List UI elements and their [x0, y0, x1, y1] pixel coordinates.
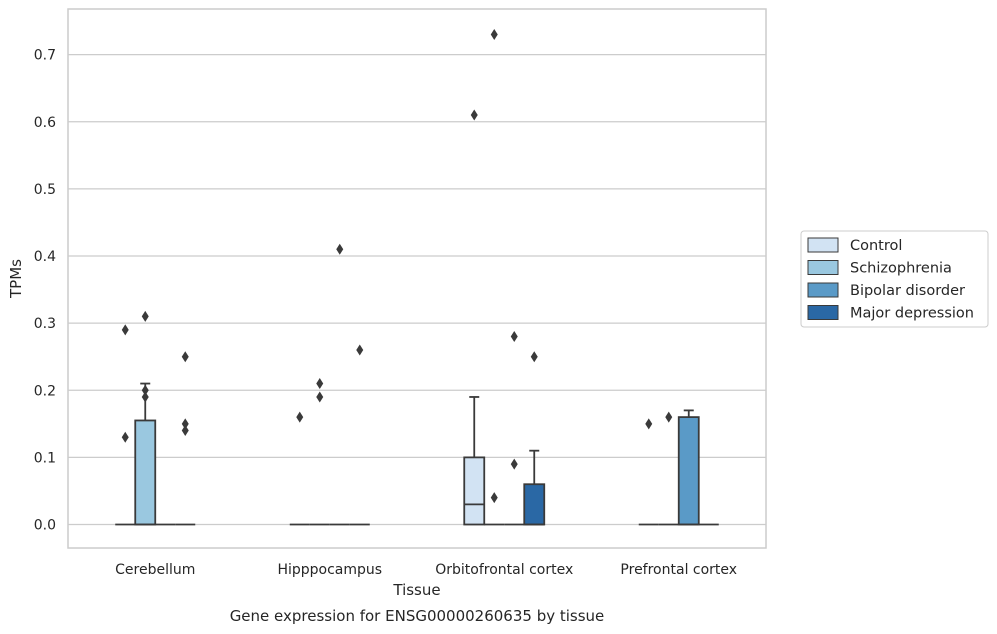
legend-label: Control: [850, 238, 902, 254]
outlier-point: [141, 310, 149, 322]
legend-label: Bipolar disorder: [850, 283, 965, 299]
y-tick-label: 0.7: [34, 48, 56, 64]
outlier-point: [141, 384, 149, 396]
outlier-point: [470, 109, 478, 121]
x-tick-label: Cerebellum: [115, 562, 195, 578]
outlier-point: [490, 492, 498, 504]
outlier-point: [530, 351, 538, 363]
box-bipolar-disorder: [677, 409, 700, 526]
outlier-point: [490, 29, 498, 41]
y-tick-label: 0.5: [34, 182, 56, 198]
outlier-point: [296, 411, 304, 423]
x-tick-label: Prefrontal cortex: [620, 562, 737, 578]
outlier-point: [316, 378, 324, 390]
outlier-point: [645, 418, 653, 430]
legend-swatch: [807, 260, 839, 275]
box-body: [677, 416, 700, 526]
gridlines: [68, 54, 766, 526]
box-schizophrenia: [134, 382, 157, 526]
legend-label: Schizophrenia: [850, 261, 952, 277]
plot-frame: [67, 8, 767, 549]
box-control: [463, 396, 486, 526]
x-tick-labels: Cerebellum Hipppocampus Orbitofrontal cort…: [115, 562, 737, 578]
outlier-point: [121, 324, 129, 336]
legend: Control Schizophrenia Bipolar disorder Majo…: [800, 230, 989, 328]
legend-frame: [800, 230, 989, 328]
outlier-point: [121, 431, 129, 443]
outlier-point: [510, 331, 518, 343]
outlier-point: [181, 418, 189, 430]
outlier-point: [665, 411, 673, 423]
y-tick-label: 0.0: [34, 518, 56, 534]
y-tick-label: 0.6: [34, 115, 56, 131]
legend-label: Major depression: [850, 306, 974, 322]
legend-swatch: [807, 282, 839, 298]
x-tick-label: Hipppocampus: [277, 562, 382, 578]
boxplots: [115, 382, 719, 526]
box-body: [134, 419, 157, 526]
y-tick-label: 0.2: [34, 383, 56, 399]
outlier-point: [141, 391, 149, 403]
x-axis-label: Tissue: [392, 581, 440, 599]
chart-caption: Gene expression for ENSG00000260635 by t…: [230, 607, 605, 625]
outlier-point: [336, 243, 344, 255]
box-body: [523, 483, 546, 526]
x-tick-label: Orbitofrontal cortex: [435, 562, 573, 578]
y-tick-label: 0.4: [34, 249, 56, 265]
legend-swatch: [807, 237, 839, 253]
outlier-point: [181, 425, 189, 437]
outlier-point: [510, 458, 518, 470]
legend-swatch: [807, 305, 839, 320]
y-axis-label: TPMs: [7, 259, 25, 299]
y-tick-label: 0.3: [34, 316, 56, 332]
outliers: [121, 29, 673, 504]
box-major-depression: [523, 449, 546, 526]
box-body: [463, 456, 486, 526]
y-tick-label: 0.1: [34, 450, 56, 466]
outlier-point: [356, 344, 364, 356]
outlier-point: [181, 351, 189, 363]
outlier-point: [316, 391, 324, 403]
y-tick-labels: 0.0 0.1 0.2 0.3 0.4 0.5 0.6 0.7: [34, 48, 56, 534]
